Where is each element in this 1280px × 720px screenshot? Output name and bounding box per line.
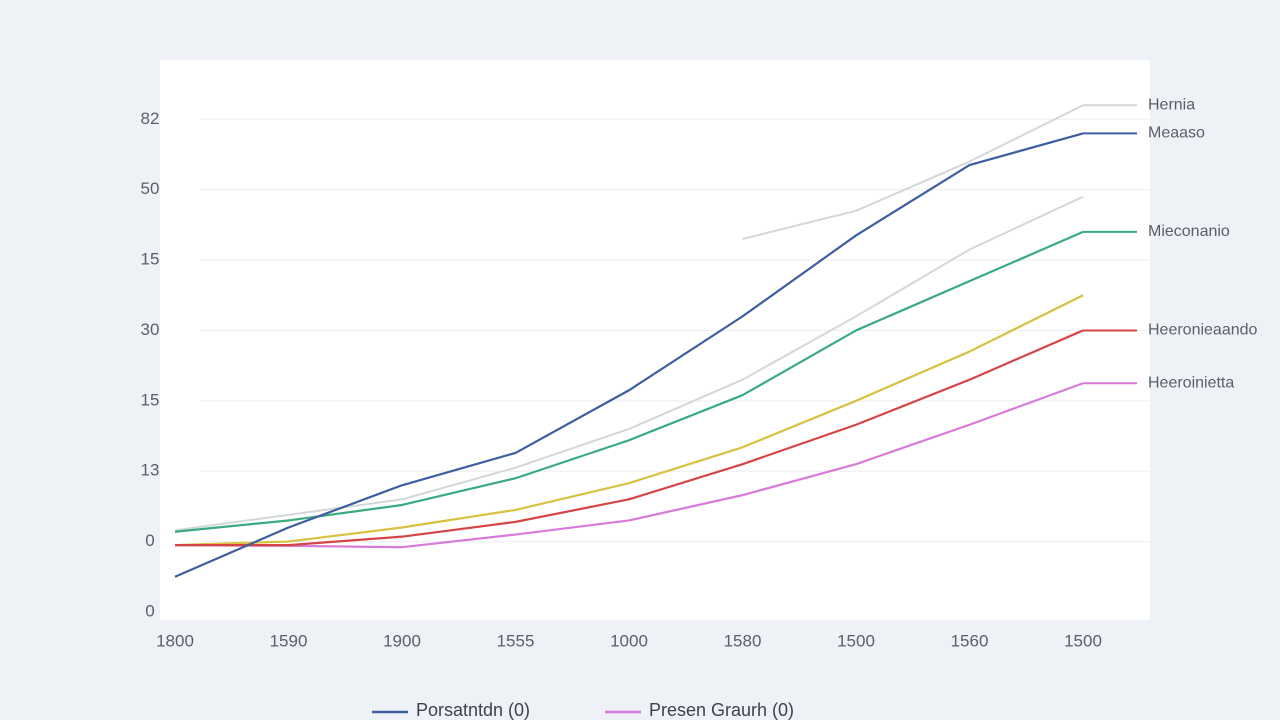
y-tick-label: 0	[145, 531, 154, 550]
series-label: Meaaso	[1148, 125, 1205, 142]
y-tick-label: 15	[141, 390, 160, 409]
x-tick-label: 1800	[156, 631, 194, 650]
series-line	[174, 294, 1084, 547]
series-label: Heeronieaando	[1148, 322, 1258, 339]
series-line	[174, 230, 1084, 533]
plot-area	[160, 60, 1150, 620]
x-tick-label: 1900	[383, 631, 421, 650]
series-line	[175, 329, 1084, 547]
y-tick-label: 30	[141, 320, 160, 339]
series-line	[174, 132, 1084, 578]
x-tick-label: 1555	[497, 631, 535, 650]
y-tick-label: 82	[141, 109, 160, 128]
x-tick-label: 1000	[610, 631, 648, 650]
x-tick-label: 1590	[270, 631, 308, 650]
legend-label: Presen Graurh (0)	[649, 700, 794, 720]
y-tick-label: 0	[145, 601, 154, 620]
x-tick-label: 1560	[951, 631, 989, 650]
x-tick-label: 1500	[1064, 631, 1102, 650]
legend-label: Porsatntdn (0)	[416, 700, 530, 720]
series-line	[742, 104, 1084, 240]
series-line	[174, 195, 1084, 532]
y-tick-label: 13	[141, 461, 160, 480]
series-label: Heeroinietta	[1148, 374, 1234, 391]
series-label: Mieconanio	[1148, 223, 1230, 240]
x-tick-label: 1580	[724, 631, 762, 650]
series-line	[174, 382, 1084, 549]
series-label: Hernia	[1148, 96, 1195, 113]
x-tick-label: 1500	[837, 631, 875, 650]
y-tick-label: 50	[141, 179, 160, 198]
y-tick-label: 15	[141, 250, 160, 269]
